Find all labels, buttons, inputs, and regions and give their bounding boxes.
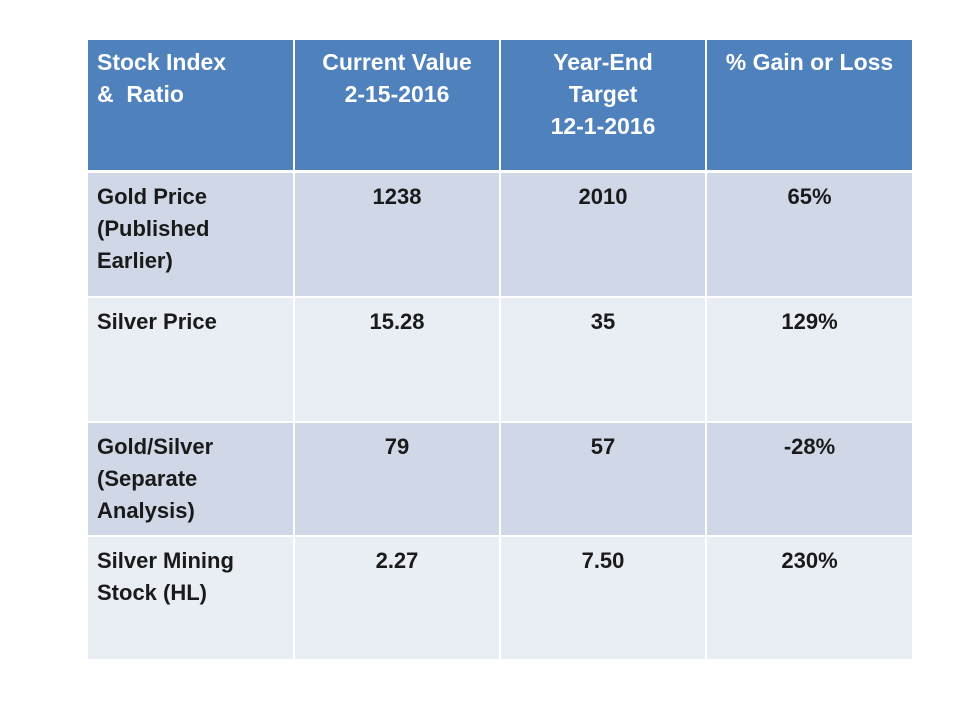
header-line: Target [568, 81, 638, 107]
current-value-cell: 2.27 [294, 536, 501, 661]
table-row: Gold Price (Published Earlier) 1238 2010… [88, 171, 912, 298]
header-year-end-target: Year-End Target 12-1-2016 [500, 40, 707, 173]
target-cell: 35 [500, 297, 707, 423]
target-cell: 2010 [500, 171, 707, 298]
row-label-line: Gold Price [97, 184, 208, 209]
current-value-cell: 15.28 [294, 297, 501, 423]
header-line: 12-1-2016 [550, 113, 656, 139]
row-label-line: Gold/Silver [97, 434, 214, 459]
table-row: Silver Mining Stock (HL) 2.27 7.50 230% [88, 536, 912, 661]
table-header-row: Stock Index & Ratio Current Value 2-15-2… [88, 40, 912, 173]
stock-forecast-table: Stock Index & Ratio Current Value 2-15-2… [88, 40, 912, 661]
header-line: Current Value [322, 49, 472, 75]
row-label-line: Stock (HL) [97, 580, 207, 605]
row-label-line: Silver Price [97, 309, 217, 334]
target-cell: 7.50 [500, 536, 707, 661]
row-label: Gold Price (Published Earlier) [88, 171, 295, 298]
gain-loss-cell: 65% [706, 171, 912, 298]
row-label-line: Earlier) [97, 248, 173, 273]
table-row: Silver Price 15.28 35 129% [88, 297, 912, 423]
header-line: % Gain or Loss [725, 49, 894, 75]
row-label-line: (Published [97, 216, 210, 241]
header-line: 2-15-2016 [344, 81, 450, 107]
gain-loss-cell: 129% [706, 297, 912, 423]
target-cell: 57 [500, 422, 707, 537]
gain-loss-cell: -28% [706, 422, 912, 537]
current-value-cell: 79 [294, 422, 501, 537]
header-gain-or-loss: % Gain or Loss [706, 40, 912, 173]
row-label-line: Analysis) [97, 498, 195, 523]
row-label: Gold/Silver (Separate Analysis) [88, 422, 295, 537]
header-line: Stock Index [97, 49, 227, 75]
row-label: Silver Mining Stock (HL) [88, 536, 295, 661]
row-label: Silver Price [88, 297, 295, 423]
header-line: & Ratio [97, 81, 184, 107]
row-label-line: (Separate [97, 466, 198, 491]
header-line: Year-End [553, 49, 653, 75]
header-stock-index: Stock Index & Ratio [88, 40, 295, 173]
gain-loss-cell: 230% [706, 536, 912, 661]
header-current-value: Current Value 2-15-2016 [294, 40, 501, 173]
row-label-line: Silver Mining [97, 548, 234, 573]
current-value-cell: 1238 [294, 171, 501, 298]
table-row: Gold/Silver (Separate Analysis) 79 57 -2… [88, 422, 912, 537]
